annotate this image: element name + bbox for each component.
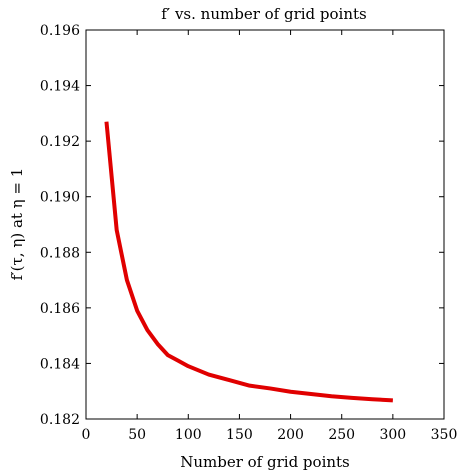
x-tick-label: 300 — [379, 427, 406, 443]
x-tick-label: 250 — [328, 427, 355, 443]
y-tick-label: 0.184 — [40, 356, 80, 372]
x-tick-label: 150 — [226, 427, 253, 443]
y-tick-label: 0.188 — [40, 245, 80, 261]
x-axis: 0 50 100 150 200 250 300 350 — [82, 30, 458, 443]
y-axis-title: f′(τ, η) at η = 1 — [8, 168, 26, 281]
x-tick-label: 200 — [277, 427, 304, 443]
y-tick-label: 0.192 — [40, 134, 80, 150]
y-tick-label: 0.196 — [40, 23, 80, 39]
x-tick-label: 350 — [431, 427, 458, 443]
x-axis-title: Number of grid points — [180, 453, 350, 471]
y-tick-label: 0.186 — [40, 301, 80, 317]
plot-area-frame — [85, 29, 445, 420]
x-tick-label: 0 — [82, 427, 91, 443]
series-line — [104, 121, 393, 403]
x-tick-label: 100 — [175, 427, 202, 443]
y-tick-label: 0.182 — [40, 412, 80, 428]
y-axis: 0.182 0.184 0.186 0.188 0.190 0.192 0.194 0.196 — [40, 23, 444, 428]
y-tick-label: 0.190 — [40, 190, 80, 206]
chart-title: f′ vs. number of grid points — [161, 5, 367, 23]
series-layer — [104, 121, 393, 403]
y-tick-label: 0.194 — [40, 79, 80, 95]
x-tick-label: 50 — [128, 427, 146, 443]
